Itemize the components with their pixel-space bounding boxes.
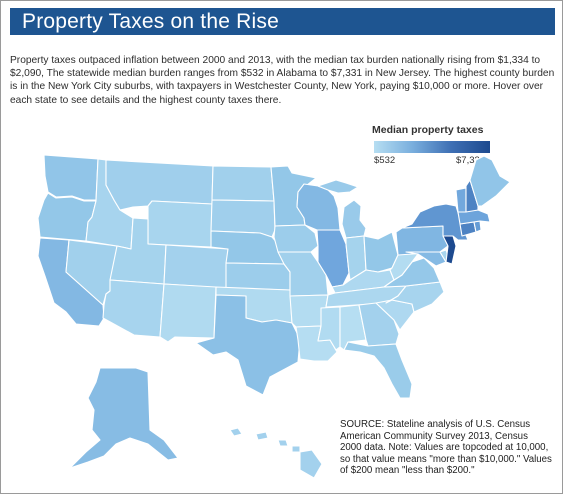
state-PA[interactable] [395,225,449,256]
title-bar: Property Taxes on the Rise [10,8,555,35]
legend-max-label: $7,331 [456,155,486,166]
state-NC[interactable] [385,281,445,313]
state-HI-5[interactable] [299,449,323,479]
state-MI[interactable] [341,199,367,239]
state-HI-2[interactable] [255,431,269,441]
state-NM[interactable] [159,283,217,343]
state-WA[interactable] [43,154,99,201]
us-choropleth-map [37,154,511,479]
state-HI-1[interactable] [229,427,243,437]
state-KS[interactable] [225,262,291,291]
state-HI-3[interactable] [277,439,289,447]
source-note: SOURCE: Stateline analysis of U.S. Censu… [340,419,552,477]
state-WY[interactable] [147,200,213,248]
state-AK[interactable] [69,367,179,469]
state-CO[interactable] [163,244,229,289]
state-TX[interactable] [195,294,301,396]
page-title: Property Taxes on the Rise [22,10,279,33]
state-AZ[interactable] [102,279,165,338]
intro-text: Property taxes outpaced inflation betwee… [10,55,555,106]
state-FL[interactable] [343,341,413,399]
legend-min-label: $532 [374,155,396,166]
state-IA[interactable] [273,224,319,253]
legend-color-scale [374,141,490,153]
state-ME[interactable] [469,155,511,207]
state-HI-4[interactable] [291,445,301,453]
state-VT[interactable] [455,187,467,213]
state-NH[interactable] [465,179,479,213]
states-layer [37,154,511,479]
legend-title: Median property taxes [372,124,484,136]
state-MI-UP[interactable] [317,179,359,194]
state-ND[interactable] [211,165,275,202]
